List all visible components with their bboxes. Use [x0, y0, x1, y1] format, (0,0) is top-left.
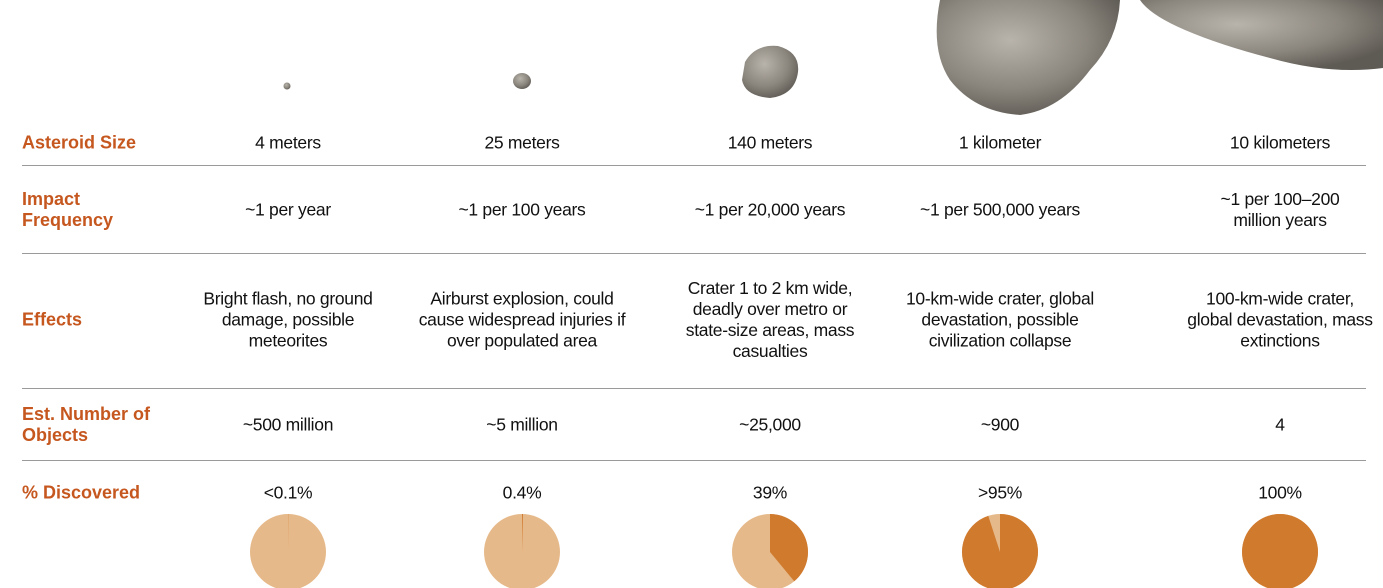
cell: Crater 1 to 2 km wide, deadly over metro… — [675, 278, 865, 362]
asteroid-1km — [937, 0, 1120, 115]
cell: Bright flash, no ground damage, possible… — [193, 289, 383, 352]
cell: 25 meters — [422, 133, 622, 154]
asteroid-10km — [1140, 0, 1383, 70]
row-label: Impact Frequency — [22, 189, 172, 231]
page: Asteroid Size 4 meters 25 meters 140 meters… — [0, 0, 1383, 588]
cell: 10-km-wide crater, global devastation, p… — [905, 289, 1095, 352]
cell: ~900 — [900, 415, 1100, 436]
row-label: Effects — [22, 310, 172, 331]
cell: ~1 per 500,000 years — [915, 200, 1085, 221]
cell: 10 kilometers — [1180, 133, 1380, 154]
cell: ~25,000 — [670, 415, 870, 436]
pie-group — [250, 514, 1318, 588]
cell: ~1 per 20,000 years — [685, 200, 855, 221]
cell: 100-km-wide crater, global devastation, … — [1185, 289, 1375, 352]
cell: Airburst explosion, could cause widespre… — [407, 289, 637, 352]
cell: 39% — [670, 483, 870, 504]
cell: <0.1% — [188, 483, 388, 504]
row-divider — [22, 388, 1366, 389]
asteroid-25m — [513, 73, 531, 89]
cell: ~5 million — [422, 415, 622, 436]
asteroid-4m — [284, 83, 291, 90]
row-divider — [22, 460, 1366, 461]
asteroid-140m — [742, 46, 798, 98]
row-divider — [22, 253, 1366, 254]
cell: ~1 per 100–200 million years — [1195, 189, 1365, 231]
row-divider — [22, 165, 1366, 166]
row-label: % Discovered — [22, 483, 172, 504]
cell: ~1 per 100 years — [437, 200, 607, 221]
cell: 4 — [1180, 415, 1380, 436]
cell: 140 meters — [670, 133, 870, 154]
row-label: Est. Number of Objects — [22, 404, 172, 446]
cell: ~500 million — [188, 415, 388, 436]
cell: >95% — [900, 483, 1100, 504]
cell: ~1 per year — [203, 200, 373, 221]
cell: 4 meters — [188, 133, 388, 154]
pie-slice — [962, 514, 1038, 588]
row-label: Asteroid Size — [22, 133, 172, 154]
cell: 0.4% — [422, 483, 622, 504]
pie-slice — [1242, 514, 1318, 588]
cell: 100% — [1180, 483, 1380, 504]
cell: 1 kilometer — [900, 133, 1100, 154]
